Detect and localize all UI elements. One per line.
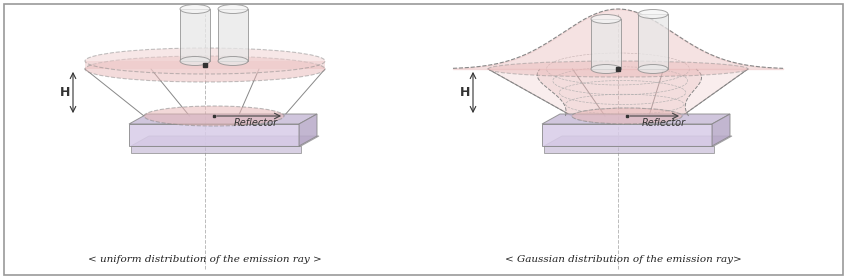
Ellipse shape — [572, 108, 682, 124]
Polygon shape — [180, 9, 210, 61]
Polygon shape — [537, 69, 701, 116]
Polygon shape — [85, 61, 325, 69]
Polygon shape — [542, 114, 730, 124]
Text: < uniform distribution of the emission ray >: < uniform distribution of the emission r… — [88, 254, 322, 263]
Polygon shape — [299, 114, 317, 146]
Polygon shape — [131, 146, 301, 153]
Text: Reflector: Reflector — [234, 118, 278, 128]
Polygon shape — [591, 19, 621, 69]
Polygon shape — [488, 69, 748, 116]
Polygon shape — [542, 124, 712, 146]
Text: Reflector: Reflector — [642, 118, 686, 128]
Text: H: H — [460, 86, 470, 99]
Ellipse shape — [180, 4, 210, 13]
Text: < Gaussian distribution of the emission ray>: < Gaussian distribution of the emission … — [505, 254, 741, 263]
Polygon shape — [129, 124, 299, 146]
Ellipse shape — [144, 106, 284, 126]
Ellipse shape — [638, 9, 668, 18]
Ellipse shape — [218, 4, 248, 13]
Ellipse shape — [488, 61, 748, 77]
Ellipse shape — [591, 64, 621, 73]
Polygon shape — [544, 136, 732, 146]
Polygon shape — [218, 9, 248, 61]
Ellipse shape — [85, 56, 325, 82]
Ellipse shape — [591, 15, 621, 23]
Polygon shape — [129, 114, 317, 124]
Ellipse shape — [638, 64, 668, 73]
Text: H: H — [60, 86, 70, 99]
Polygon shape — [712, 114, 730, 146]
Polygon shape — [131, 136, 319, 146]
Polygon shape — [638, 14, 668, 69]
Ellipse shape — [180, 57, 210, 66]
Ellipse shape — [218, 57, 248, 66]
Polygon shape — [544, 146, 714, 153]
Ellipse shape — [85, 48, 325, 74]
